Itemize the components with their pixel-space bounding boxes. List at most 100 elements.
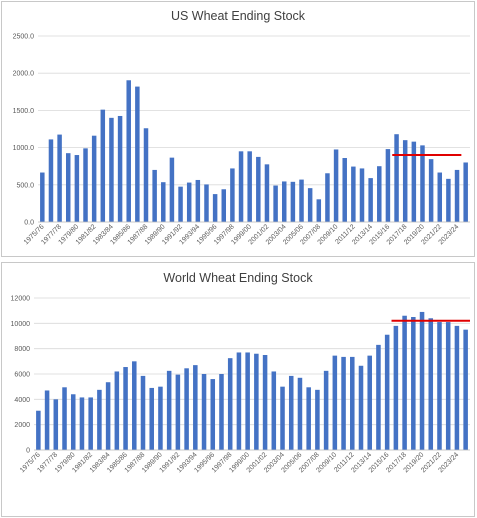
bar [88,397,93,450]
bar [48,139,54,222]
bar [411,317,416,450]
bar [245,352,250,450]
bar [402,140,408,222]
bar [40,172,45,222]
bar [437,172,443,222]
bar [143,128,149,222]
bar [333,149,339,222]
bar [184,368,189,450]
bar [53,399,59,450]
bar [454,169,460,222]
bar [315,389,320,450]
bar [281,181,287,222]
bar [454,325,460,450]
bar [230,168,235,222]
y-tick-label: 2000.0 [13,71,35,78]
bar [175,374,181,450]
bar [36,410,41,450]
bar [359,168,365,222]
bar [341,356,346,450]
bar [100,109,106,222]
bar [306,387,311,450]
bar [297,377,303,450]
bar [351,166,356,222]
bar [446,178,451,222]
y-tick-label: 12000 [11,296,31,303]
y-tick-label: 8000 [14,346,30,353]
us-wheat-chart: 0.0500.01000.01500.02000.02500.01975/761… [13,34,470,246]
bar [152,169,157,222]
y-tick-label: 0.0 [24,220,34,227]
bar [140,375,146,450]
bar [238,151,244,222]
bar [393,325,399,450]
bar [323,370,329,450]
bar [193,365,198,450]
bar [178,186,183,222]
bar [342,158,347,222]
y-tick-label: 4000 [14,397,30,404]
bar [288,375,294,450]
bar [428,318,434,450]
bar [204,184,209,222]
y-tick-label: 2000 [14,422,30,429]
y-tick-label: 1500.0 [13,108,35,115]
bar [376,344,381,450]
bar [271,371,277,450]
bar [132,361,137,450]
bar [332,355,338,450]
bar [377,166,382,222]
bar [114,371,120,450]
bar [62,387,67,450]
bar [195,179,201,222]
bar [105,382,111,450]
bar [65,153,71,222]
bar [367,355,372,450]
bar [91,135,97,222]
bar [123,367,128,450]
bar [262,355,268,450]
bar [290,181,296,222]
bar [350,356,355,450]
bar [273,185,278,222]
y-tick-label: 6000 [14,372,30,379]
chart-title: World Wheat Ending Stock [163,271,313,285]
y-tick-label: 1000.0 [13,145,35,152]
bar [83,148,88,222]
bar [299,179,304,222]
bar [445,322,451,450]
bar [316,199,322,222]
bar [463,162,468,222]
bar [256,156,261,222]
bar [161,182,166,222]
bar [437,322,442,450]
bar [135,86,140,222]
bar [221,189,227,222]
bar [384,334,390,450]
bar [264,164,270,222]
bar [79,397,85,450]
bar [368,178,373,222]
bar [212,194,218,222]
y-tick-label: 0 [26,448,30,455]
bar [74,155,80,222]
bar [201,374,207,450]
bar [411,141,417,222]
bar [428,159,434,222]
bar [247,151,252,222]
bar [57,134,62,222]
us-wheat-chart-panel: US Wheat Ending Stock 0.0 500.0 1000.0 1500… [1,1,475,257]
bar [117,115,123,222]
bar [307,188,313,222]
bar [186,182,192,222]
bar [210,379,216,450]
bar [385,149,391,222]
bar [166,370,172,450]
bar [44,390,50,450]
bar [70,394,76,450]
y-tick-label: 10000 [11,321,31,328]
bar [280,386,285,450]
bar [325,173,330,222]
bar [394,134,399,222]
y-tick-label: 500.0 [16,182,34,189]
